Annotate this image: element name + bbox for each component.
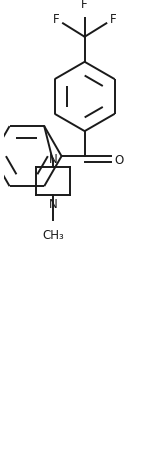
Text: N: N (48, 153, 57, 166)
Text: O: O (115, 153, 124, 166)
Text: F: F (110, 14, 117, 27)
Text: F: F (53, 14, 59, 27)
Text: F: F (81, 0, 88, 11)
Text: N: N (48, 198, 57, 211)
Text: CH₃: CH₃ (42, 229, 64, 242)
